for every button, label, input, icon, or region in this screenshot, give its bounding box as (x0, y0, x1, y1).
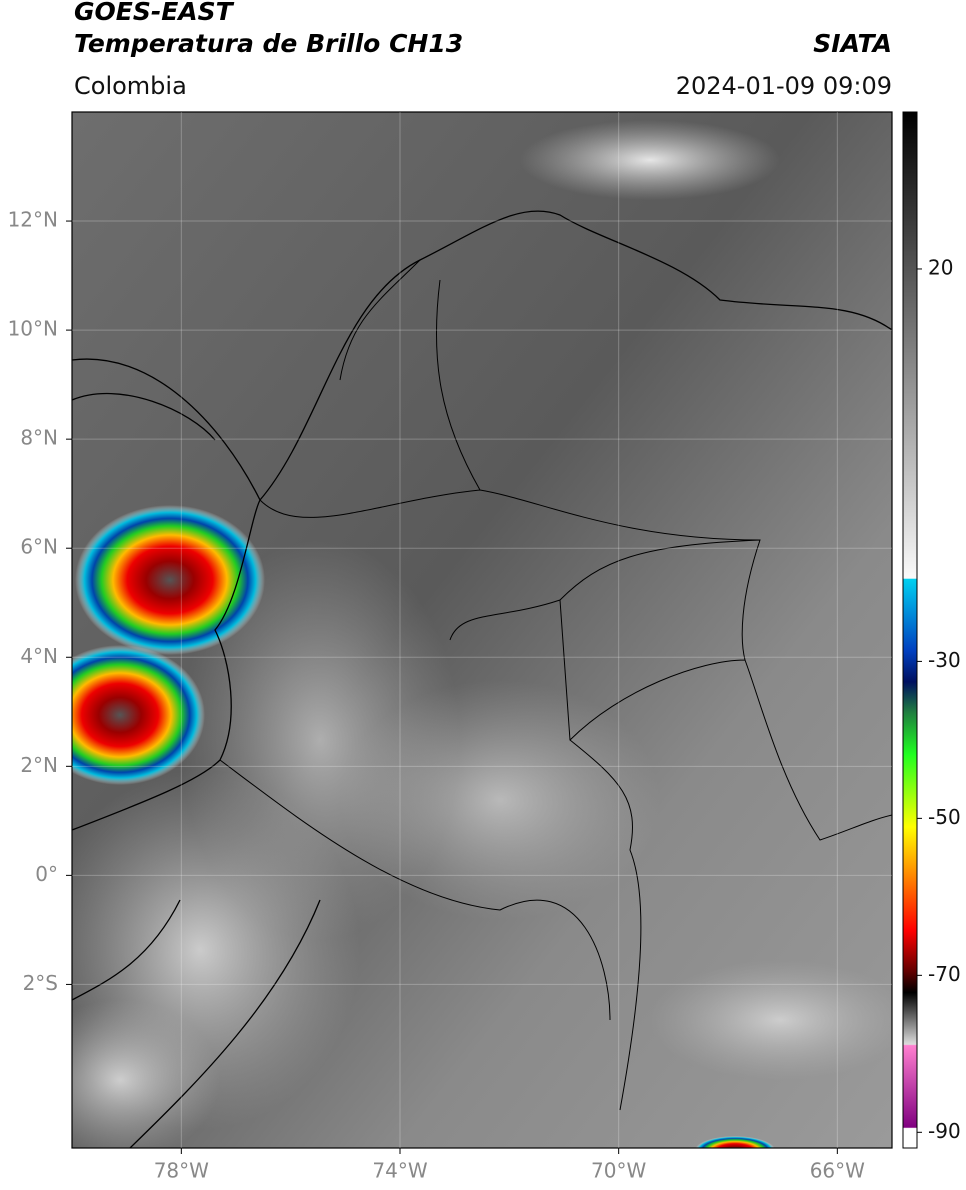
colorbar-tick-label: -70 (928, 962, 961, 986)
lat-tick-label: 4°N (20, 644, 58, 668)
lat-tick-label: 2°S (23, 971, 58, 995)
region: Colombia (74, 72, 187, 100)
lon-tick-label: 66°W (810, 1159, 865, 1183)
lon-tick-label: 70°W (591, 1159, 646, 1183)
colorbar-tick-label: 20 (928, 255, 953, 279)
satellite-image (72, 112, 892, 1148)
lat-tick-label: 6°N (20, 535, 58, 559)
lat-tick-label: 8°N (20, 426, 58, 450)
lat-tick-label: 12°N (8, 208, 58, 232)
datetime: 2024-01-09 09:09 (676, 72, 892, 100)
colorbar-tick-label: -90 (928, 1119, 961, 1143)
lat-tick-label: 0° (35, 862, 58, 886)
colorbar-tick-label: -30 (928, 648, 961, 672)
colorbar-tick-label: -50 (928, 805, 961, 829)
map-frame (71, 111, 893, 1149)
lat-tick-label: 2°N (20, 753, 58, 777)
source: SIATA (813, 29, 892, 58)
subtitle: Temperatura de Brillo CH13 (74, 29, 463, 58)
lat-tick-label: 10°N (8, 317, 58, 341)
lon-tick-label: 78°W (154, 1159, 209, 1183)
lon-tick-label: 74°W (372, 1159, 427, 1183)
colorbar (902, 111, 918, 1149)
title: GOES-EAST (74, 0, 235, 26)
